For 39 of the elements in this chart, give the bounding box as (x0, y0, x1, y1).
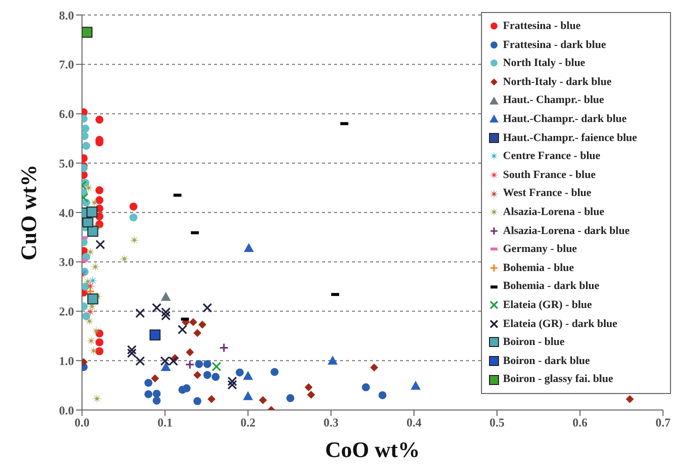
x-tick-label: 0.7 (656, 416, 670, 430)
legend-label: Germany - blue (503, 242, 577, 258)
x-tick-label: 0.4 (406, 416, 422, 430)
x-tick-label: 0.2 (240, 416, 256, 430)
legend-label: Boiron - dark blue (503, 354, 590, 369)
x-tick-label: 0.6 (572, 416, 588, 430)
legend-label: Frattesina - blue (503, 19, 581, 34)
x-tick-label: 0.5 (490, 416, 504, 430)
y-tick-label: 5.0 (59, 156, 74, 170)
y-axis-title: CuO wt% (16, 164, 41, 260)
legend-label: South France - blue (503, 168, 596, 183)
y-tick-label: 2.0 (59, 304, 74, 319)
y-tick-label: 4.0 (59, 206, 74, 220)
y-tick-label: 6.0 (59, 107, 74, 122)
y-tick-label: 7.0 (59, 58, 74, 72)
legend-label: Alsazia-Lorena - dark blue (503, 224, 630, 239)
legend-label: Frattesina - dark blue (503, 38, 606, 53)
y-tick-label: 3.0 (59, 255, 74, 270)
x-tick-label: 0.1 (158, 416, 172, 430)
legend-label: Haut.-Champr.- faience blue (503, 130, 638, 146)
legend-label: Elateia (GR) - dark blue (503, 316, 618, 332)
legend-label: Haut.- Champr.- blue (503, 93, 604, 108)
legend-label: Bohemia - blue (503, 260, 574, 276)
legend-label: Elateia (GR) - blue (503, 298, 592, 313)
legend-label: Boiron - blue (503, 335, 565, 350)
legend-label: North Italy - blue (503, 56, 586, 72)
legend-label: Haut.-Champr.- dark blue (503, 112, 627, 127)
legend-label: North-Italy - dark blue (503, 74, 612, 90)
y-tick-label: 0.0 (59, 403, 74, 418)
x-axis-title: CoO wt% (325, 437, 420, 462)
x-tick-label: 0.3 (324, 416, 338, 430)
y-tick-label: 1.0 (59, 354, 74, 368)
legend-label: West France - blue (503, 186, 592, 202)
legend-label: Bohemia - dark blue (503, 279, 600, 294)
x-tick-label: 0.0 (74, 416, 90, 430)
legend-label: Boiron - glassy fai. blue (503, 372, 614, 388)
legend-label: Alsazia-Lorena - blue (503, 204, 604, 220)
y-tick-label: 8.0 (59, 8, 74, 22)
legend-label: Centre France - blue (503, 149, 600, 164)
